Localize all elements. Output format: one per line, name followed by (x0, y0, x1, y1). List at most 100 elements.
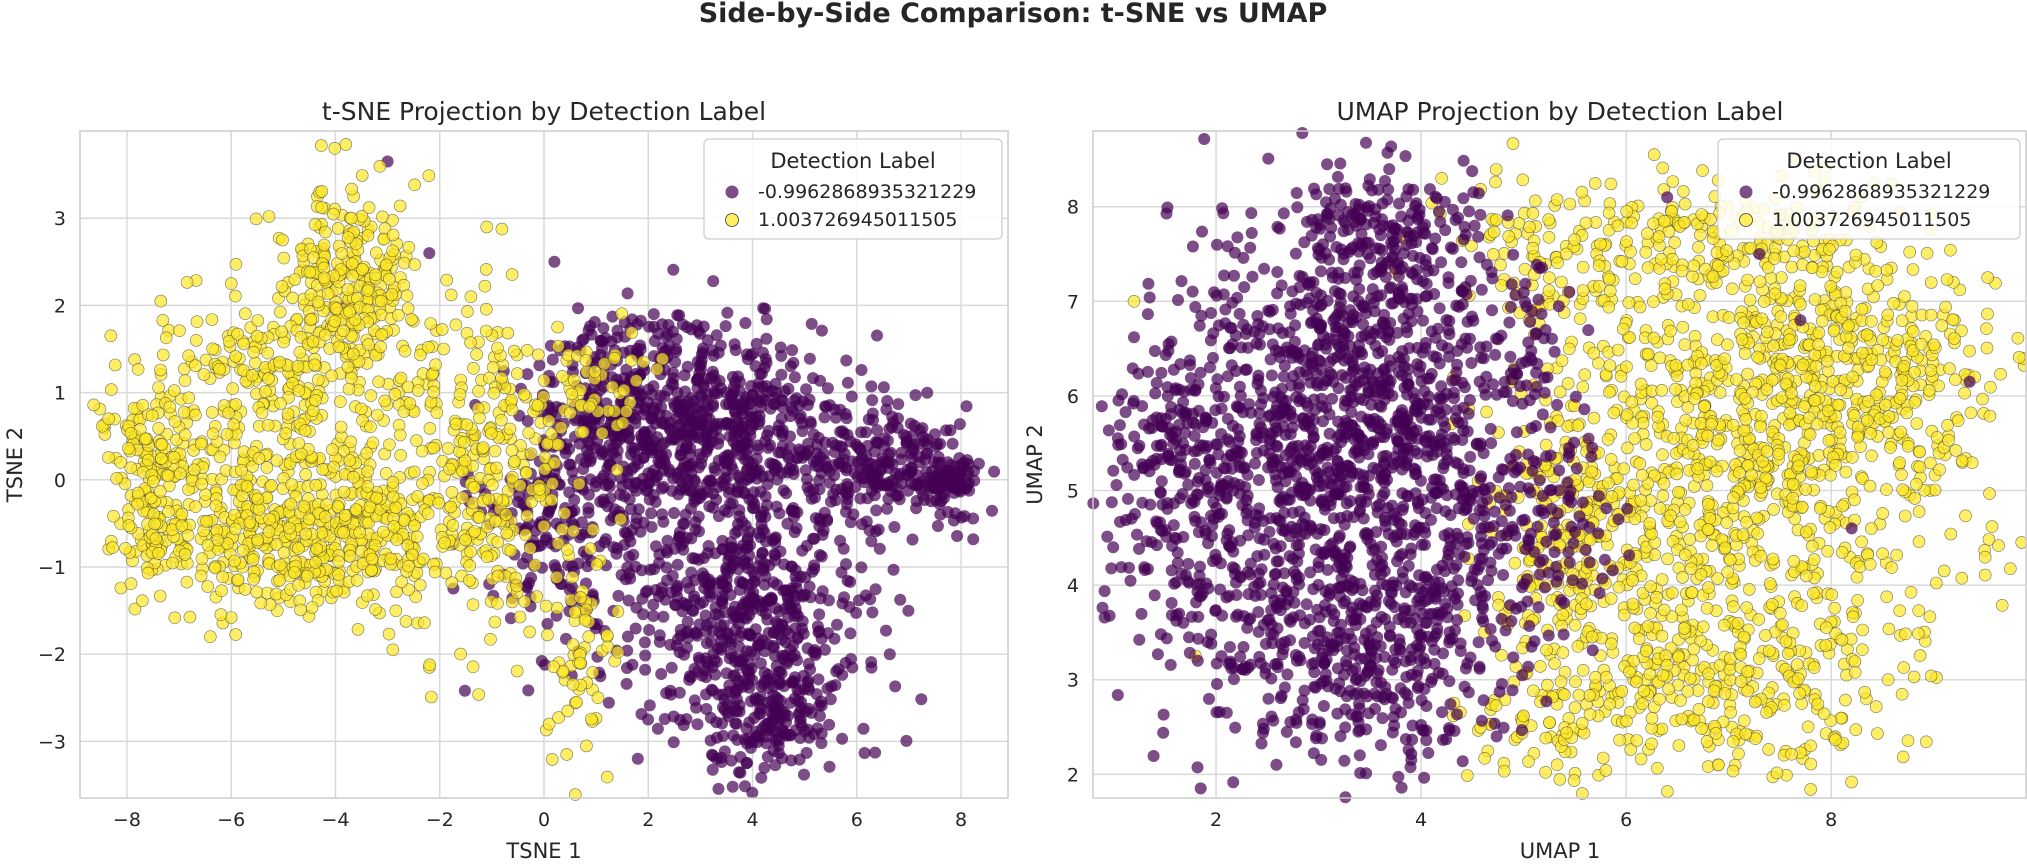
tsne-point-negative (757, 547, 769, 559)
tsne-point-negative (713, 783, 725, 795)
tsne-point-positive (568, 374, 580, 386)
tsne-point-negative (745, 646, 757, 658)
tsne-point-positive (514, 611, 526, 623)
tsne-point-positive (508, 345, 520, 357)
tsne-point-negative (727, 781, 739, 793)
tsne-point-positive (169, 416, 181, 428)
tsne-point-positive (287, 292, 299, 304)
tsne-point-positive (338, 527, 350, 539)
tsne-point-positive (366, 553, 378, 565)
tsne-point-negative (824, 761, 836, 773)
tsne-point-negative (626, 442, 638, 454)
umap-point-positive (1981, 323, 1993, 335)
tsne-point-negative (607, 541, 619, 553)
tsne-point-negative (693, 418, 705, 430)
tsne-point-negative (731, 444, 743, 456)
umap-point-positive (1986, 521, 1998, 533)
umap-point-positive (1947, 314, 1959, 326)
tsne-ytick-label: −2 (38, 644, 66, 666)
tsne-point-positive (276, 280, 288, 292)
tsne-ytick-label: 2 (54, 295, 66, 317)
umap-point-positive (1768, 340, 1780, 352)
umap-point-positive (1870, 265, 1882, 277)
tsne-point-negative (855, 561, 867, 573)
tsne-point-positive (479, 280, 491, 292)
tsne-point-negative (866, 394, 878, 406)
tsne-point-negative (944, 424, 956, 436)
tsne-point-positive (230, 629, 242, 641)
umap-point-positive (1727, 419, 1739, 431)
umap-point-positive (1864, 558, 1876, 570)
umap-point-positive (1898, 360, 1910, 372)
umap-point-positive (1788, 555, 1800, 567)
tsne-point-positive (156, 438, 168, 450)
tsne-point-negative (953, 484, 965, 496)
tsne-point-positive (425, 318, 437, 330)
tsne-point-positive (481, 551, 493, 563)
tsne-point-negative (759, 303, 771, 315)
tsne-point-negative (804, 394, 816, 406)
tsne-point-positive (322, 288, 334, 300)
tsne-point-positive (229, 555, 241, 567)
umap-point-positive (1856, 303, 1868, 315)
umap-point-positive (1896, 688, 1908, 700)
umap-point-positive (1701, 480, 1713, 492)
umap-point-positive (1915, 338, 1927, 350)
tsne-point-negative (694, 360, 706, 372)
tsne-point-negative (836, 441, 848, 453)
umap-point-positive (1822, 355, 1834, 367)
tsne-xtick-label: −6 (217, 809, 245, 831)
umap-point-positive (1850, 249, 1862, 261)
tsne-point-positive (370, 269, 382, 281)
tsne-xtick-label: 8 (955, 809, 967, 831)
tsne-point-negative (708, 369, 720, 381)
tsne-point-negative (689, 516, 701, 528)
tsne-point-positive (552, 439, 564, 451)
tsne-point-negative (630, 602, 642, 614)
tsne-point-positive (601, 629, 613, 641)
tsne-point-positive (465, 337, 477, 349)
tsne-xtick-label: −2 (426, 809, 454, 831)
tsne-point-negative (820, 401, 832, 413)
tsne-point-positive (491, 342, 503, 354)
tsne-point-negative (642, 437, 654, 449)
umap-point-positive (1856, 536, 1868, 548)
tsne-point-negative (840, 464, 852, 476)
tsne-point-positive (450, 418, 462, 430)
tsne-point-positive (571, 696, 583, 708)
tsne-point-positive (241, 480, 253, 492)
umap-point-positive (1612, 344, 1624, 356)
umap-point-positive (1761, 446, 1773, 458)
tsne-point-positive (429, 566, 441, 578)
tsne-point-negative (775, 369, 787, 381)
tsne-point-positive (327, 208, 339, 220)
tsne-point-positive (618, 384, 630, 396)
tsne-point-negative (772, 618, 784, 630)
tsne-point-positive (280, 427, 292, 439)
tsne-point-positive (445, 289, 457, 301)
tsne-point-negative (767, 709, 779, 721)
umap-point-positive (1894, 457, 1906, 469)
tsne-point-positive (262, 419, 274, 431)
tsne-point-positive (232, 328, 244, 340)
tsne-point-positive (404, 398, 416, 410)
tsne-point-positive (237, 545, 249, 557)
tsne-point-negative (686, 604, 698, 616)
tsne-point-negative (808, 484, 820, 496)
tsne-point-negative (598, 494, 610, 506)
umap-point-positive (1830, 459, 1842, 471)
tsne-point-positive (467, 599, 479, 611)
tsne-point-positive (332, 222, 344, 234)
tsne-point-positive (306, 602, 318, 614)
tsne-point-negative (657, 611, 669, 623)
tsne-point-negative (711, 387, 723, 399)
umap-point-positive (1746, 469, 1758, 481)
tsne-point-negative (674, 526, 686, 538)
tsne-point-positive (155, 295, 167, 307)
tsne-point-positive (592, 692, 604, 704)
tsne-point-negative (775, 350, 787, 362)
umap-point-positive (1914, 461, 1926, 473)
tsne-point-negative (788, 464, 800, 476)
tsne-point-positive (310, 479, 322, 491)
umap-point-positive (1761, 384, 1773, 396)
